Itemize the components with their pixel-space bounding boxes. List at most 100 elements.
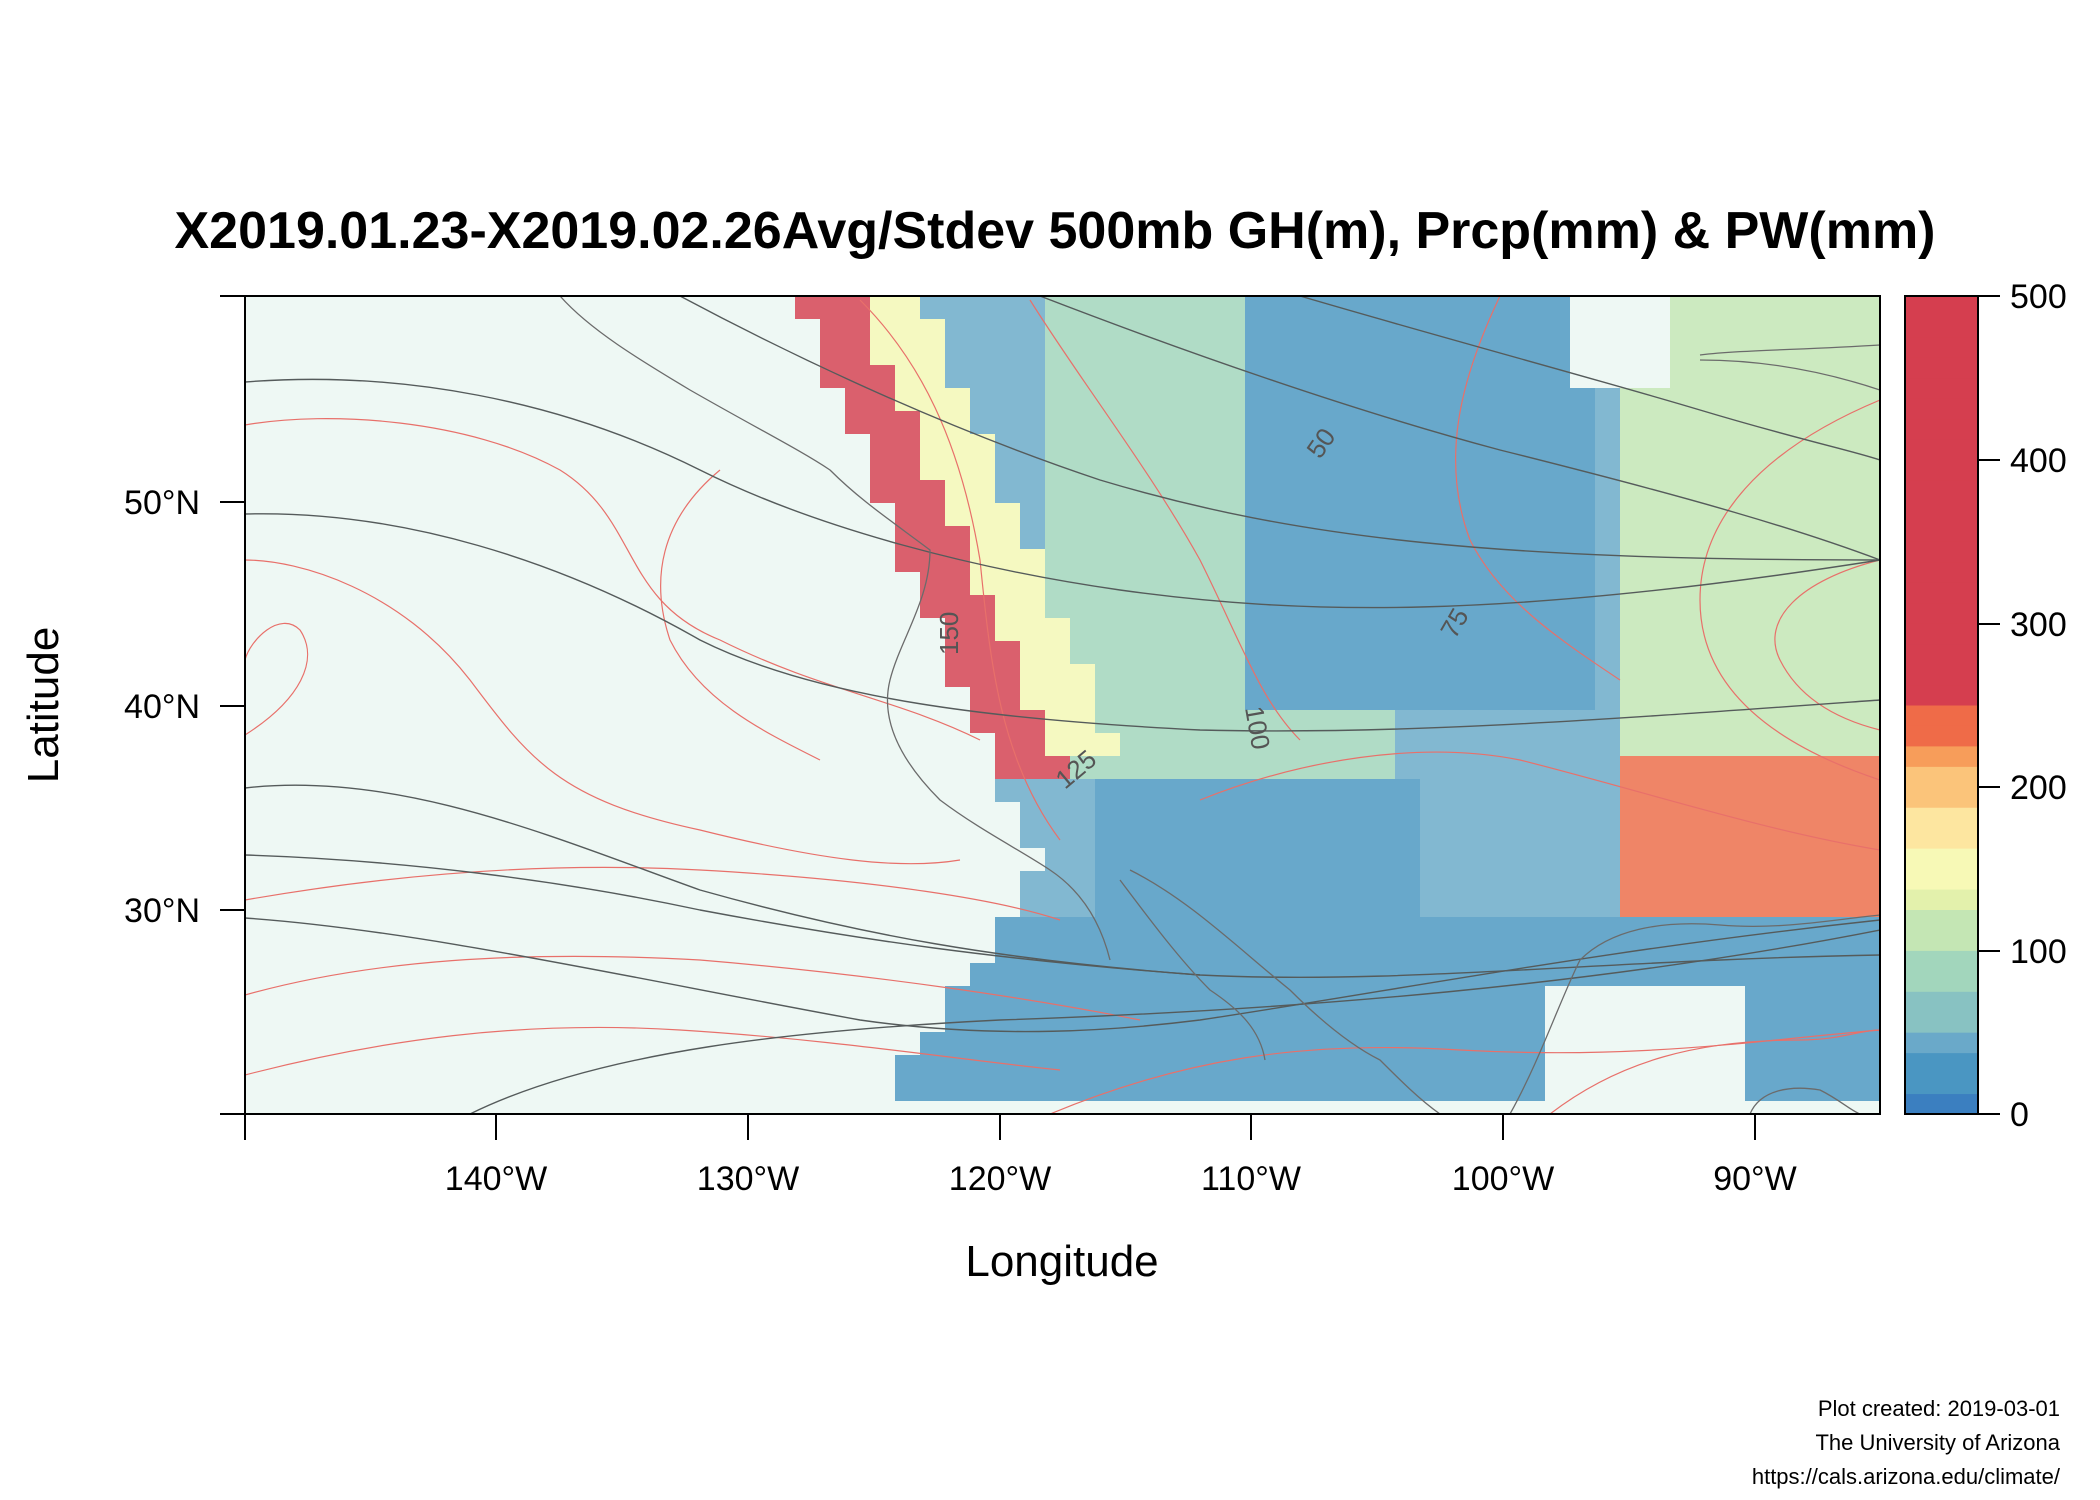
precip-cell (1520, 871, 1545, 894)
precip-cell (1045, 1009, 1070, 1032)
precip-cell (1820, 871, 1845, 894)
precip-cell (895, 1055, 920, 1078)
x-axis-title: Longitude (965, 1237, 1158, 1286)
precip-cell (1745, 779, 1770, 802)
precip-cell (1520, 480, 1545, 503)
precip-cell (1145, 434, 1170, 457)
precip-cell (1845, 388, 1870, 411)
precip-cell (995, 940, 1020, 963)
precip-cell (1145, 825, 1170, 848)
precip-cell (1720, 618, 1745, 641)
precip-cell (970, 1078, 995, 1101)
precip-cell (1470, 894, 1495, 917)
precip-cell (1345, 825, 1370, 848)
precip-cell (1295, 733, 1320, 756)
precip-cell (1095, 894, 1120, 917)
precip-cell (1795, 963, 1820, 986)
precip-cell (1020, 342, 1045, 365)
precip-cell (1020, 1078, 1045, 1101)
precip-cell (1770, 411, 1795, 434)
precip-cell (1495, 917, 1520, 940)
precip-cell (1795, 871, 1820, 894)
precip-cell (1770, 687, 1795, 710)
precip-cell (1545, 779, 1570, 802)
precip-cell (1145, 1055, 1170, 1078)
precip-cell (1720, 457, 1745, 480)
precip-cell (1745, 457, 1770, 480)
precip-cell (1745, 365, 1770, 388)
precip-cell (1395, 618, 1420, 641)
precip-cell (1270, 779, 1295, 802)
precip-cell (1820, 641, 1845, 664)
colorbar-swatch (1905, 357, 1978, 379)
precip-cell (895, 342, 920, 365)
precip-cell (1420, 1009, 1445, 1032)
precip-cell (1570, 756, 1595, 779)
precip-cell (1320, 319, 1345, 342)
precip-cell (1070, 733, 1095, 756)
precip-cell (1645, 526, 1670, 549)
precip-cell (1070, 1032, 1095, 1055)
precip-cell (1595, 503, 1620, 526)
precip-cell (1020, 388, 1045, 411)
precip-cell (1270, 1055, 1295, 1078)
precip-cell (1095, 572, 1120, 595)
precip-cell (1645, 710, 1670, 733)
precip-cell (995, 641, 1020, 664)
precip-cell (1170, 1078, 1195, 1101)
precip-cell (1870, 1078, 1880, 1101)
precip-cell (1820, 526, 1845, 549)
precip-cell (970, 549, 995, 572)
precip-cell (1870, 365, 1880, 388)
precip-cell (1745, 986, 1770, 1009)
precip-cell (1170, 641, 1195, 664)
precip-cell (1670, 549, 1695, 572)
precip-cell (1745, 917, 1770, 940)
precip-cell (1420, 1032, 1445, 1055)
precip-cell (1195, 664, 1220, 687)
precip-cell (1345, 1009, 1370, 1032)
precip-cell (1345, 664, 1370, 687)
precip-cell (1445, 296, 1470, 319)
precip-cell (1445, 664, 1470, 687)
precip-cell (895, 388, 920, 411)
precip-cell (1620, 756, 1645, 779)
precip-cell (1745, 894, 1770, 917)
precip-cell (920, 503, 945, 526)
precip-cell (1420, 1078, 1445, 1101)
precip-cell (1395, 595, 1420, 618)
precip-cell (945, 457, 970, 480)
precip-cell (1095, 802, 1120, 825)
precip-cell (1645, 641, 1670, 664)
precip-cell (1270, 871, 1295, 894)
precip-cell (1620, 687, 1645, 710)
precip-cell (1570, 595, 1595, 618)
precip-cell (920, 388, 945, 411)
precip-cell (1820, 825, 1845, 848)
precip-cell (1345, 1032, 1370, 1055)
precip-cell (1145, 480, 1170, 503)
precip-cell (1045, 388, 1070, 411)
precip-cell (1670, 802, 1695, 825)
contour-label-100: 100 (1239, 704, 1276, 752)
precip-cell (1820, 1078, 1845, 1101)
precip-cell (1670, 733, 1695, 756)
precip-cell (1520, 618, 1545, 641)
precip-cell (1645, 595, 1670, 618)
precip-cell (1670, 411, 1695, 434)
precip-cell (1670, 480, 1695, 503)
precip-cell (1670, 710, 1695, 733)
precip-cell (1495, 733, 1520, 756)
precip-cell (1020, 1032, 1045, 1055)
precip-cell (1545, 434, 1570, 457)
precip-cell (995, 595, 1020, 618)
precip-cell (1170, 687, 1195, 710)
precip-cell (1570, 572, 1595, 595)
precip-cell (1420, 457, 1445, 480)
precip-cell (1345, 365, 1370, 388)
precip-cell (1720, 825, 1745, 848)
precip-cell (1095, 503, 1120, 526)
precip-cell (1695, 411, 1720, 434)
precip-cell (1670, 365, 1695, 388)
precip-cell (1645, 894, 1670, 917)
